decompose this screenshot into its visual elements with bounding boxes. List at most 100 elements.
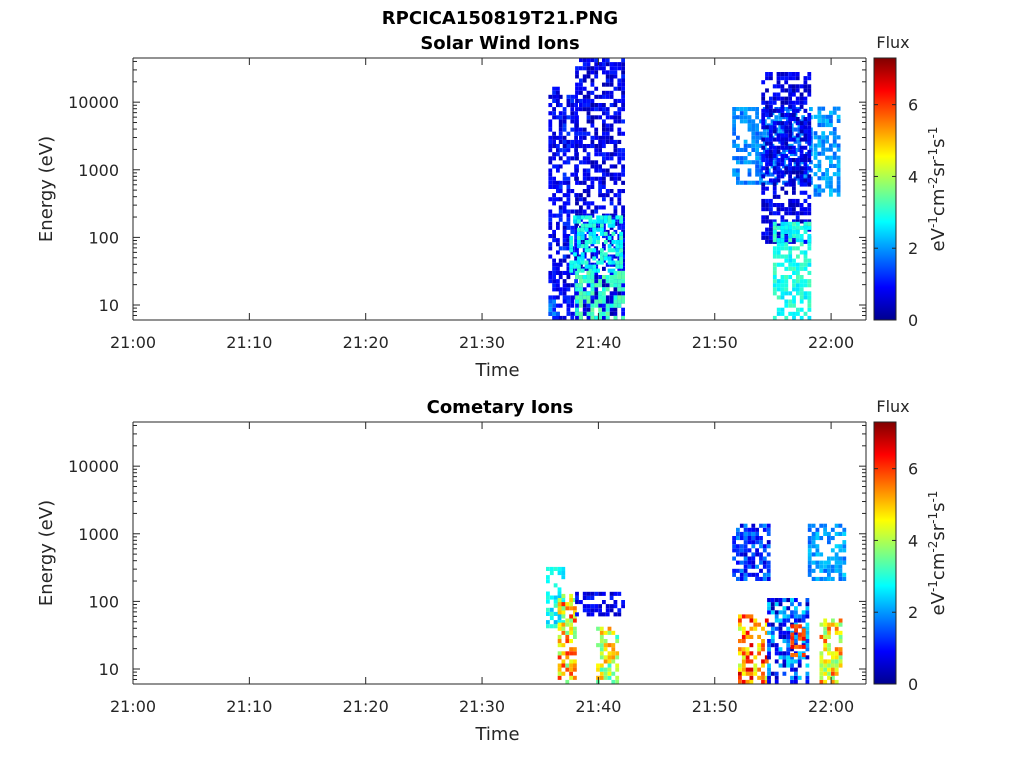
heatmap-cell xyxy=(807,564,812,569)
heatmap-cell xyxy=(795,100,800,105)
heatmap-cell xyxy=(580,215,585,220)
heatmap-cell xyxy=(770,119,775,124)
heatmap-cell xyxy=(594,234,599,239)
heatmap-cell xyxy=(761,203,766,208)
heatmap-cell xyxy=(776,76,781,81)
heatmap-cell xyxy=(573,598,577,603)
heatmap-cell xyxy=(755,147,759,152)
heatmap-cell xyxy=(617,98,622,103)
heatmap-cell xyxy=(579,311,583,316)
heatmap-cell xyxy=(561,630,566,635)
heatmap-cell xyxy=(788,133,792,138)
heatmap-cell xyxy=(821,135,826,140)
heatmap-cell xyxy=(755,139,759,144)
heatmap-cell xyxy=(558,287,563,292)
heatmap-cell xyxy=(582,238,587,243)
heatmap-cell xyxy=(579,58,583,63)
heatmap-cell xyxy=(790,644,795,649)
heatmap-cell xyxy=(751,139,756,144)
heatmap-cell xyxy=(799,287,804,292)
heatmap-cell xyxy=(778,598,783,603)
heatmap-cell xyxy=(809,160,813,165)
heatmap-cell xyxy=(556,287,560,292)
heatmap-cell xyxy=(607,630,612,635)
heatmap-cell xyxy=(562,287,567,292)
heatmap-cell xyxy=(582,107,587,112)
heatmap-cell xyxy=(747,160,752,165)
heatmap-cell xyxy=(556,295,560,300)
heatmap-cell xyxy=(605,90,610,95)
heatmap-cells xyxy=(548,58,841,320)
heatmap-cell xyxy=(548,275,553,280)
heatmap-cell xyxy=(799,211,804,216)
heatmap-cell xyxy=(605,172,610,177)
heatmap-cell xyxy=(807,279,812,284)
heatmap-cell xyxy=(598,115,602,120)
heatmap-cell xyxy=(757,651,761,656)
heatmap-cell xyxy=(799,100,804,105)
heatmap-cell xyxy=(552,279,556,284)
heatmap-cell xyxy=(769,178,773,183)
heatmap-cell xyxy=(736,147,740,152)
heatmap-cell xyxy=(586,58,591,63)
heatmap-cell xyxy=(579,275,583,280)
heatmap-cell xyxy=(602,221,606,226)
heatmap-cell xyxy=(607,643,612,648)
heatmap-cell xyxy=(574,229,578,234)
heatmap-cell xyxy=(761,671,765,676)
heatmap-cell xyxy=(619,248,623,253)
x-tick-label: 21:30 xyxy=(459,697,505,716)
heatmap-cell xyxy=(755,527,759,532)
heatmap-cell xyxy=(579,66,583,71)
heatmap-cell xyxy=(599,634,604,639)
heatmap-cell xyxy=(573,663,577,668)
heatmap-cell xyxy=(552,283,556,288)
heatmap-cell xyxy=(767,655,771,660)
heatmap-cell xyxy=(831,655,835,660)
heatmap-cell xyxy=(548,156,553,161)
heatmap-cell xyxy=(772,238,777,243)
heatmap-cell xyxy=(807,207,812,212)
heatmap-cell xyxy=(769,162,773,167)
heatmap-cell xyxy=(586,74,591,79)
heatmap-cell xyxy=(751,180,756,185)
heatmap-cell xyxy=(834,523,839,528)
heatmap-cell xyxy=(558,123,563,128)
heatmap-cell xyxy=(590,160,595,165)
heatmap-cell xyxy=(776,178,781,183)
heatmap-cell xyxy=(582,225,587,230)
heatmap-cell xyxy=(590,98,595,103)
heatmap-cell xyxy=(579,144,583,149)
heatmap-cell xyxy=(619,252,623,257)
heatmap-cell xyxy=(784,303,789,308)
heatmap-cell xyxy=(759,143,763,148)
heatmap-cell xyxy=(780,234,785,239)
heatmap-cell xyxy=(582,66,587,71)
x-tick-label: 22:00 xyxy=(808,333,854,352)
heatmap-cell xyxy=(741,655,746,660)
heatmap-cell xyxy=(611,651,616,656)
heatmap-cell xyxy=(803,279,808,284)
heatmap-cell xyxy=(765,158,769,163)
heatmap-cell xyxy=(594,115,599,120)
heatmap-cell xyxy=(799,149,804,154)
heatmap-cell xyxy=(621,66,625,71)
heatmap-cell xyxy=(831,659,835,664)
heatmap-cell xyxy=(761,675,765,680)
heatmap-cell xyxy=(570,270,575,275)
heatmap-cell xyxy=(609,82,614,87)
heatmap-cell xyxy=(829,110,833,115)
heatmap-cell xyxy=(562,315,567,320)
heatmap-cell xyxy=(765,137,769,142)
heatmap-cell xyxy=(790,602,794,607)
heatmap-cell xyxy=(761,158,766,163)
heatmap-cell xyxy=(794,610,798,615)
heatmap-cell xyxy=(766,523,771,528)
heatmap-cell xyxy=(609,176,614,181)
heatmap-cell xyxy=(764,630,769,635)
heatmap-cell xyxy=(772,137,777,142)
heatmap-cell xyxy=(778,663,783,668)
heatmap-cell xyxy=(745,671,750,676)
heatmap-cell xyxy=(586,189,591,194)
heatmap-cell xyxy=(590,58,595,63)
